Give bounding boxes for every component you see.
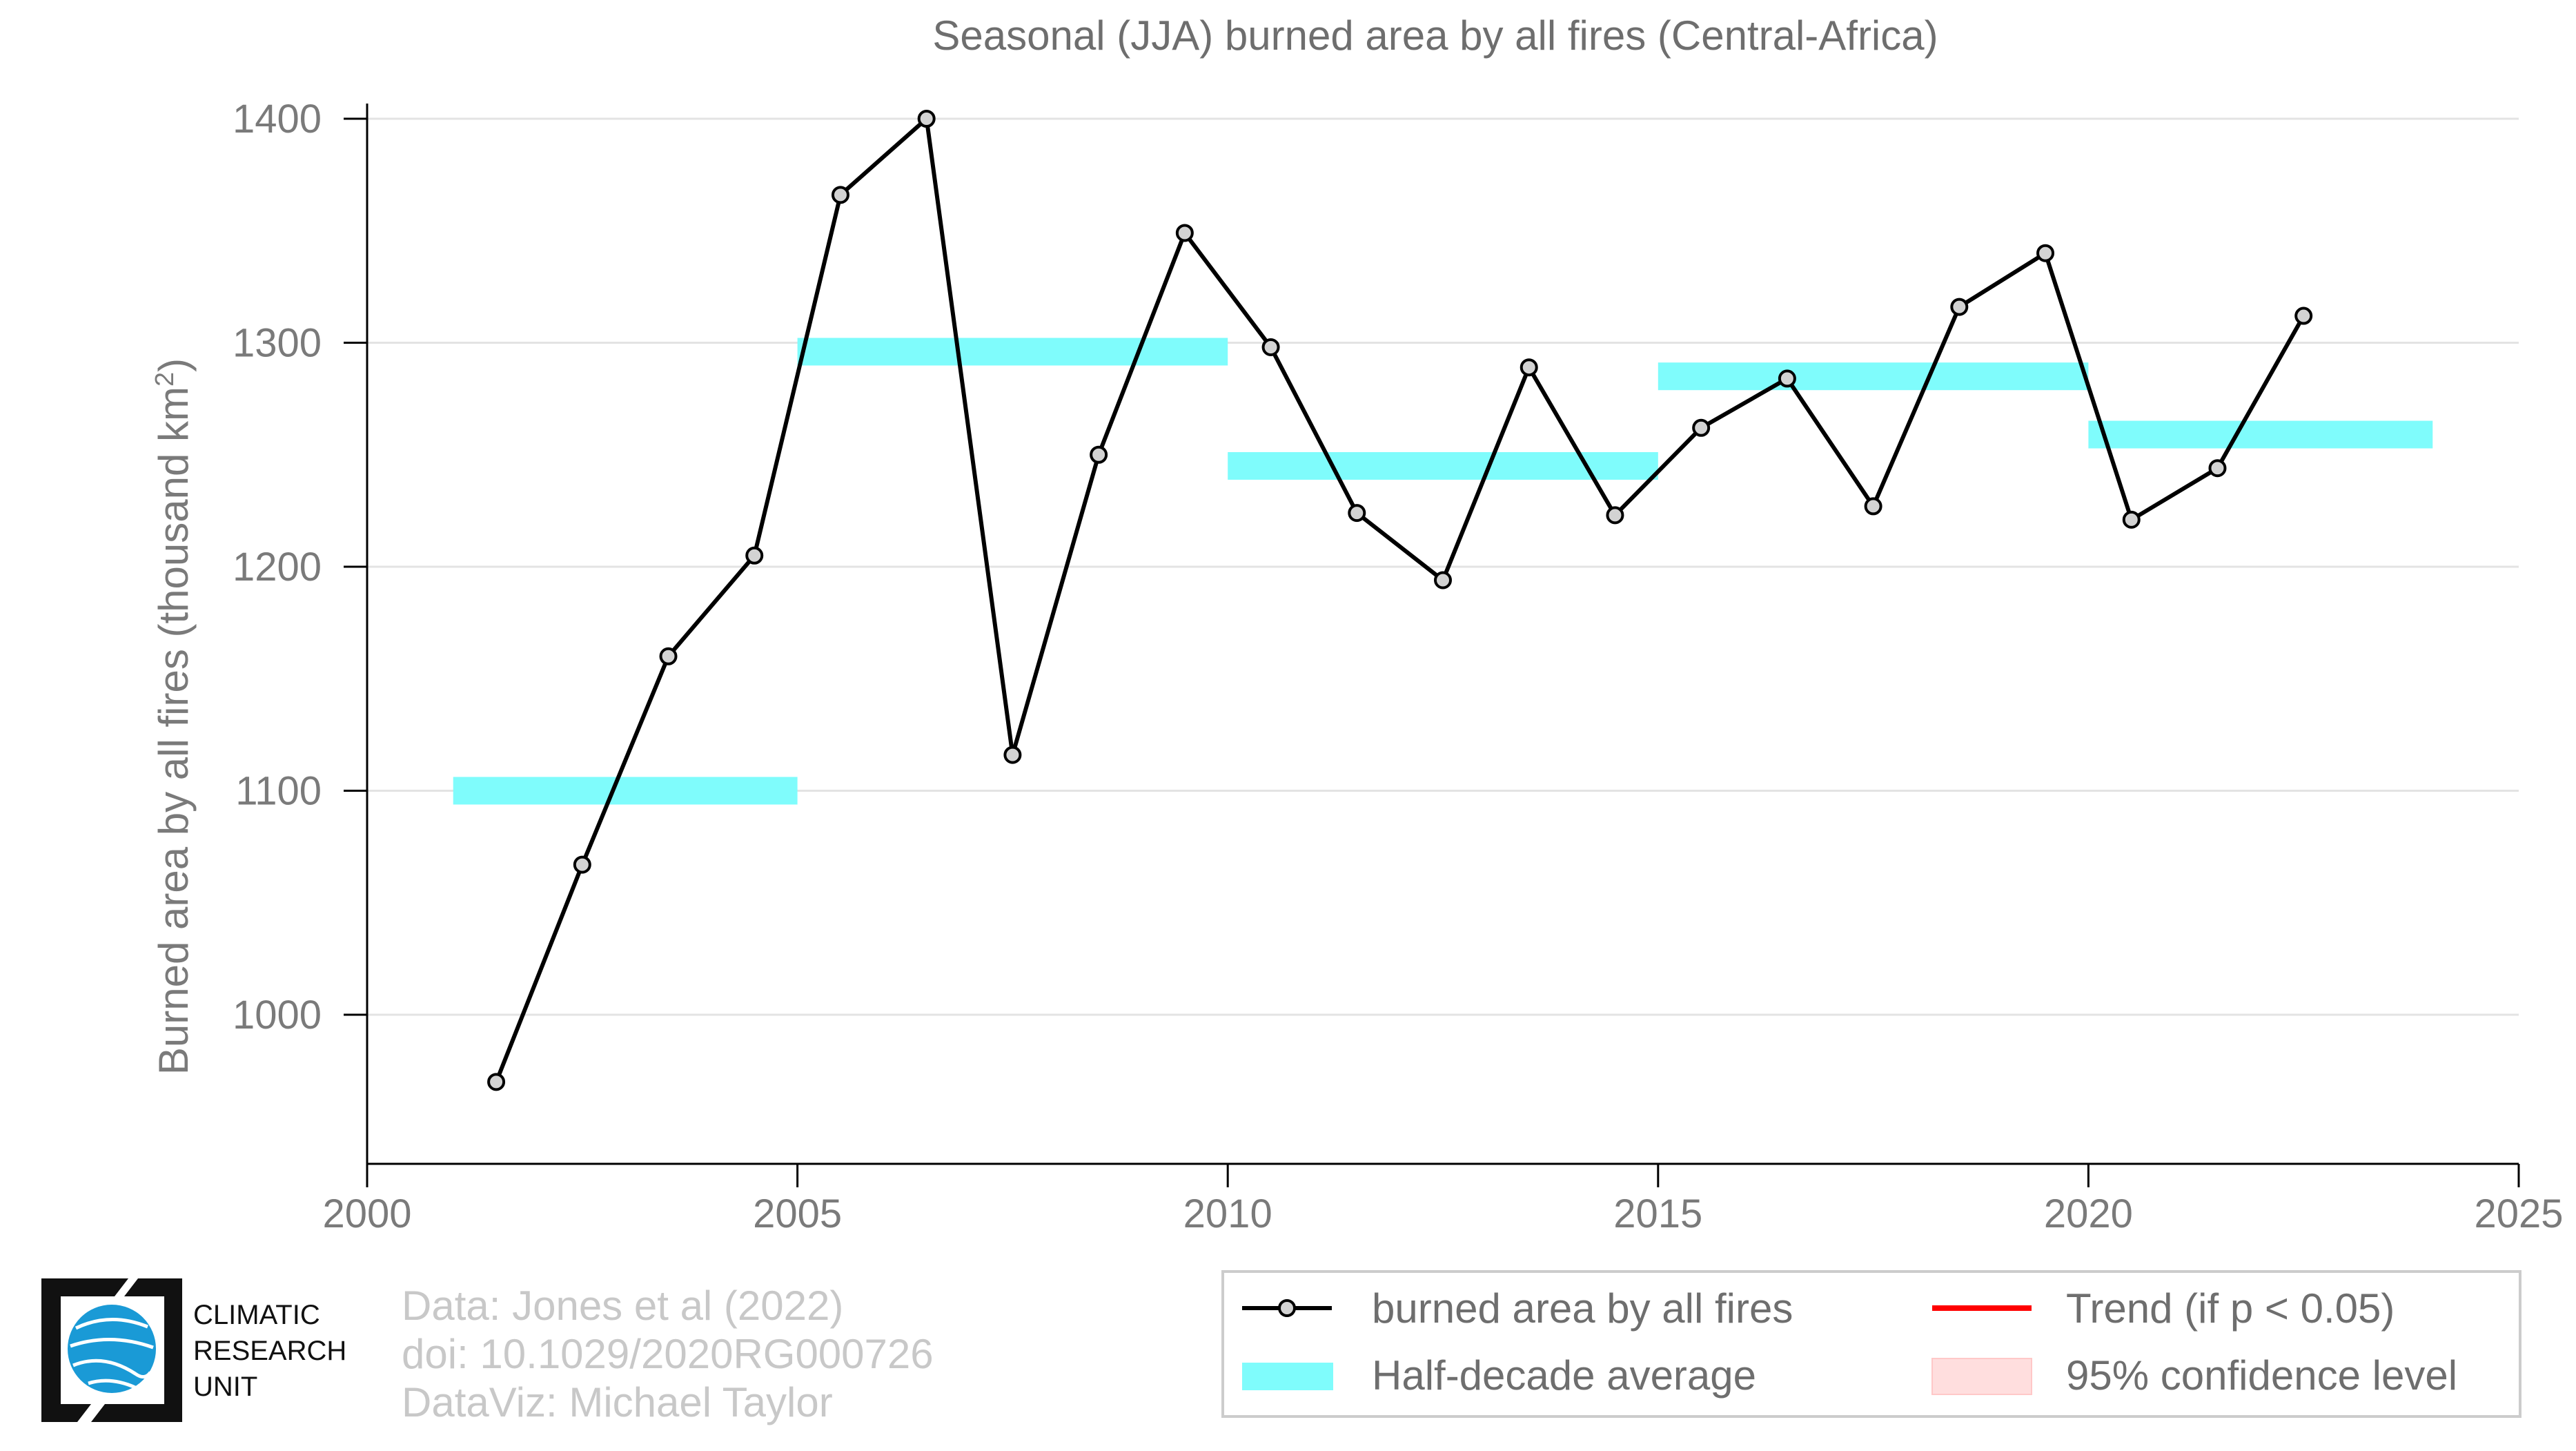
- data-point-4: [831, 186, 849, 204]
- data-point-3: [745, 546, 764, 565]
- logo-frame: [41, 1278, 128, 1422]
- series-markers: [487, 110, 2313, 1091]
- data-point-10: [1348, 504, 1366, 523]
- data-point-11: [1434, 571, 1452, 590]
- credit-doi: doi: 10.1029/2020RG000726: [402, 1331, 934, 1377]
- half-decade-average-bar-1: [797, 338, 1228, 366]
- legend-frame: [1221, 1270, 2521, 1418]
- y-axis-label-sup: 2: [150, 372, 179, 387]
- data-point-20: [2208, 459, 2227, 478]
- series-line: [494, 115, 2305, 1083]
- logo-frame-right: [91, 1278, 182, 1422]
- data-point-15: [1778, 369, 1796, 388]
- x-tick-label-2005: 2005: [753, 1191, 842, 1236]
- data-point-18: [2036, 244, 2055, 262]
- data-point-14: [1692, 418, 1711, 437]
- y-tick-label-1300: 1300: [233, 321, 322, 366]
- legend-item-trend: Trend (if p < 0.05): [1932, 1285, 2395, 1332]
- data-point-13: [1606, 506, 1624, 525]
- half-decade-average-bar-3: [1658, 362, 2089, 391]
- x-tick-labels: 2000 2005 2010 2015 2020 2025: [322, 1191, 2563, 1236]
- legend-label-trend: Trend (if p < 0.05): [2066, 1285, 2395, 1332]
- data-point-1: [573, 855, 591, 874]
- y-axis-label: Burned area by all fires (thousand km2): [150, 358, 197, 1075]
- y-axis-label-end: ): [150, 358, 197, 372]
- y-axis-label-main: Burned area by all fires (thousand km: [150, 387, 197, 1075]
- data-point-19: [2122, 510, 2141, 529]
- chart-title: Seasonal (JJA) burned area by all fires …: [932, 12, 1938, 59]
- y-tick-label-1400: 1400: [233, 97, 322, 142]
- x-tick-label-2010: 2010: [1183, 1191, 1272, 1236]
- half-decade-average-bar-0: [453, 777, 798, 805]
- data-point-8: [1175, 224, 1194, 242]
- data-point-9: [1261, 338, 1280, 356]
- data-point-6: [1003, 746, 1022, 764]
- credit-dataviz: DataViz: Michael Taylor: [402, 1379, 833, 1425]
- y-tick-label-1000: 1000: [233, 993, 322, 1038]
- data-point-12: [1520, 358, 1538, 377]
- data-point-0: [487, 1073, 506, 1091]
- credit-data: Data: Jones et al (2022): [402, 1283, 843, 1329]
- data-point-7: [1090, 445, 1108, 464]
- x-tick-label-2025: 2025: [2474, 1191, 2563, 1236]
- x-tick-label-2015: 2015: [1613, 1191, 1702, 1236]
- data-point-5: [917, 110, 936, 128]
- globe-icon: [68, 1305, 156, 1393]
- legend-item-series: burned area by all fires: [1242, 1285, 1793, 1332]
- logo-line2: RESEARCH: [193, 1336, 346, 1366]
- legend-label-confidence: 95% confidence level: [2066, 1352, 2457, 1399]
- data-point-17: [1950, 298, 1969, 316]
- data-point-21: [2294, 306, 2313, 325]
- legend-item-average: Half-decade average: [1242, 1352, 1756, 1399]
- logo-line3: UNIT: [193, 1372, 257, 1402]
- legend-item-confidence: 95% confidence level: [1931, 1352, 2457, 1399]
- data-point-2: [659, 647, 678, 665]
- half-decade-average-bar-4: [2088, 420, 2433, 449]
- y-tick-labels: 1000 1100 1200 1300 1400: [233, 97, 322, 1038]
- data-point-16: [1864, 497, 1882, 516]
- x-tick-label-2020: 2020: [2044, 1191, 2133, 1236]
- cru-logo: CLIMATIC RESEARCH UNIT: [41, 1278, 346, 1422]
- legend-label-series: burned area by all fires: [1372, 1285, 1793, 1332]
- logo-line1: CLIMATIC: [193, 1300, 320, 1330]
- y-tick-label-1100: 1100: [235, 769, 322, 814]
- legend: burned area by all fires Trend (if p < 0…: [1221, 1270, 2521, 1418]
- y-tick-label-1200: 1200: [233, 545, 322, 590]
- grid-lines: [367, 117, 2519, 1016]
- x-tick-label-2000: 2000: [322, 1191, 411, 1236]
- legend-label-average: Half-decade average: [1372, 1352, 1756, 1399]
- axes: [344, 104, 2520, 1187]
